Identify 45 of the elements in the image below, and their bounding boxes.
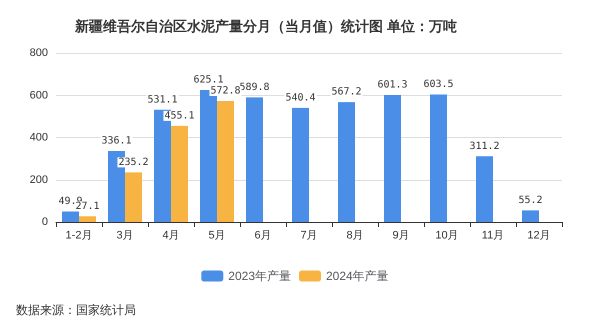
source-note: 数据来源：国家统计局 bbox=[16, 303, 136, 317]
y-tick-label: 0 bbox=[42, 216, 48, 228]
y-tick-label: 200 bbox=[30, 174, 48, 186]
data-label: 311.2 bbox=[469, 140, 500, 152]
x-tick-label: 7月 bbox=[300, 230, 318, 242]
data-label: 336.1 bbox=[101, 136, 132, 146]
x-tick-label: 9月 bbox=[392, 230, 410, 242]
y-tick-label: 400 bbox=[30, 132, 48, 144]
bar bbox=[384, 94, 401, 222]
bar bbox=[246, 97, 263, 222]
y-tick-label: 800 bbox=[30, 47, 48, 59]
x-tick-label: 4月 bbox=[162, 230, 180, 242]
data-label: 531.1 bbox=[147, 94, 178, 106]
data-label: 589.8 bbox=[239, 82, 270, 93]
bar bbox=[217, 100, 234, 222]
data-label: 540.4 bbox=[285, 92, 316, 104]
x-tick-label: 3月 bbox=[116, 230, 134, 242]
data-label: 625.1 bbox=[193, 74, 224, 86]
x-tick-label: 10月 bbox=[435, 230, 459, 242]
x-tick-label: 5月 bbox=[208, 230, 226, 242]
x-tick-label: 8月 bbox=[346, 230, 364, 242]
x-tick-label: 1-2月 bbox=[66, 230, 92, 242]
bar bbox=[522, 210, 539, 222]
bar bbox=[476, 156, 493, 222]
bar bbox=[79, 216, 96, 222]
bar bbox=[430, 94, 447, 222]
legend-label: 2024年产量 bbox=[326, 269, 389, 283]
data-label: 55.2 bbox=[518, 194, 543, 206]
data-label: 567.2 bbox=[331, 86, 362, 98]
x-tick-label: 6月 bbox=[254, 230, 272, 242]
bar bbox=[338, 102, 355, 222]
y-tick-label: 600 bbox=[30, 89, 48, 102]
bar bbox=[125, 172, 142, 222]
x-tick-label: 11月 bbox=[482, 230, 504, 242]
data-label: 572.8 bbox=[210, 85, 241, 96]
data-label: 601.3 bbox=[377, 79, 408, 90]
bar bbox=[171, 126, 188, 222]
bar bbox=[292, 108, 309, 222]
data-label: 455.1 bbox=[164, 110, 195, 122]
legend-label: 2023年产量 bbox=[228, 269, 292, 283]
bar bbox=[62, 211, 79, 222]
chart-title: 新疆维吾尔自治区水泥产量分月（当月值）统计图 单位：万吨 bbox=[74, 18, 457, 34]
data-label: 235.2 bbox=[118, 156, 149, 168]
data-label: 603.5 bbox=[423, 79, 454, 90]
x-tick-label: 12月 bbox=[527, 230, 551, 242]
